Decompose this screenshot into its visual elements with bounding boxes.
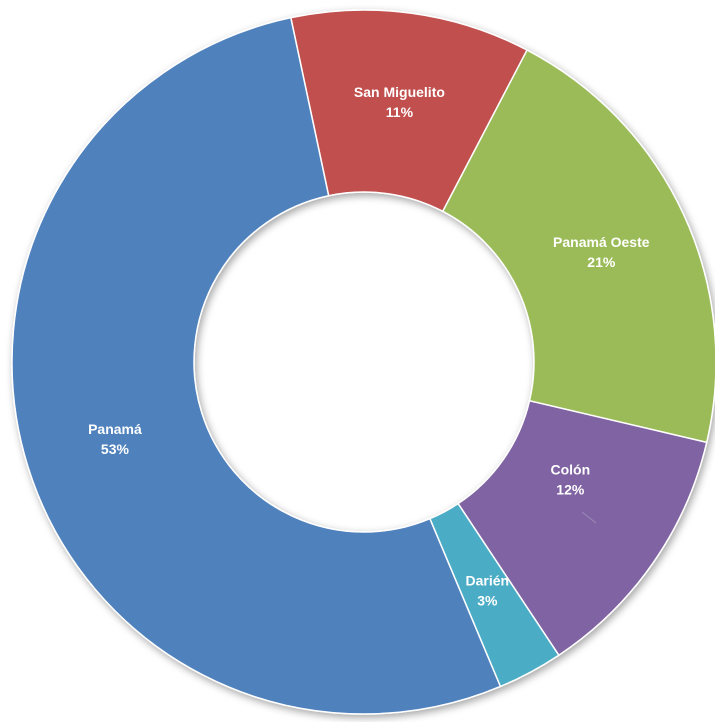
slice xyxy=(441,49,715,444)
value-label: 53% xyxy=(101,441,130,457)
slice xyxy=(457,399,708,657)
slice xyxy=(289,9,529,213)
value-label: 11% xyxy=(386,104,414,120)
slice-label: Colón xyxy=(550,462,590,478)
value-label: 21% xyxy=(587,254,616,270)
leader-line xyxy=(581,511,597,524)
value-label: 12% xyxy=(556,482,585,498)
slice xyxy=(11,16,502,715)
slice-label: Panamá xyxy=(88,421,142,437)
labels: San Miguelito 11% Panamá Oeste 21% Colón 12% D… xyxy=(88,84,650,609)
slice-label: San Miguelito xyxy=(354,84,445,100)
slice-label: Panamá Oeste xyxy=(553,234,650,250)
value-label: 3% xyxy=(477,593,498,609)
slice-label: Darién xyxy=(466,573,510,589)
donut xyxy=(11,9,715,715)
